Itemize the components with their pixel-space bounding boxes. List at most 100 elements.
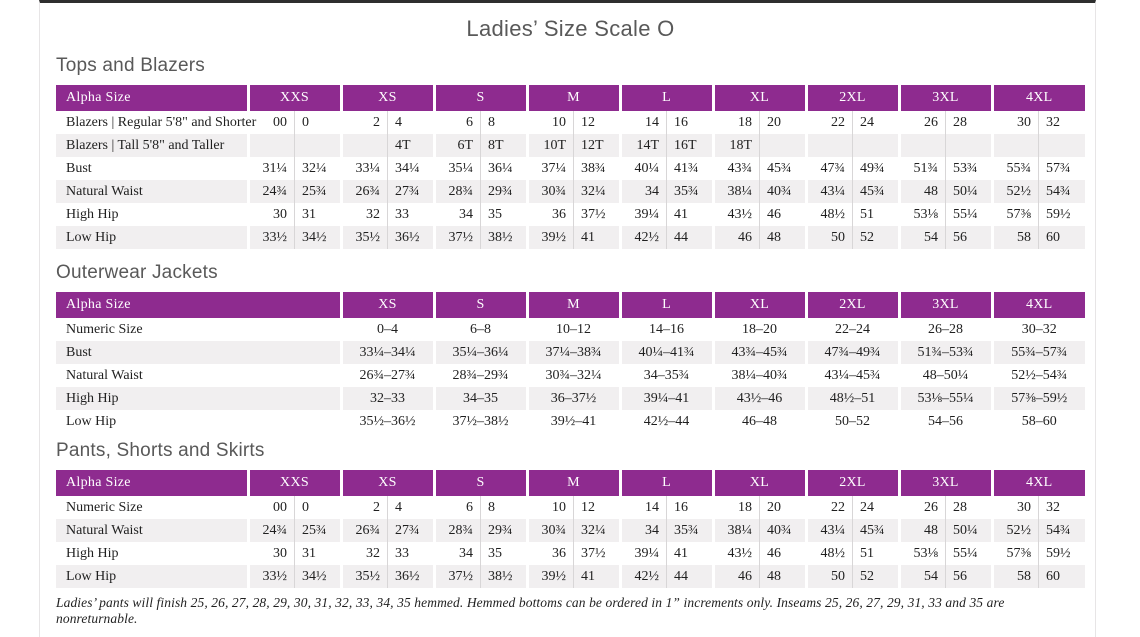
table-cell: 25¾ (294, 519, 341, 542)
row-label: Natural Waist (56, 180, 248, 203)
table-cell: 50¼ (945, 519, 992, 542)
header-size-xl: XL (711, 470, 806, 496)
section-outerwear-jackets: Outerwear Jackets Alpha Size XS S M L XL 2XL 3X… (56, 262, 1085, 433)
table-cell: 50¼ (945, 180, 992, 203)
table-cell: 52½ (990, 519, 1039, 542)
table-cell: 48–50¼ (897, 364, 992, 387)
table-cell: 55¼ (945, 203, 992, 226)
page-title: Ladies’ Size Scale O (466, 16, 675, 41)
table-cell (759, 134, 806, 157)
table-cell: 34½ (294, 226, 341, 249)
table-cell: 34½ (294, 565, 341, 588)
table-host: Alpha Size XXS XS S M L XL 2XL 3XL 4XL Blazers | R… (56, 85, 1085, 249)
table-cell: 35¼ (432, 157, 481, 180)
table-cell: 58 (990, 226, 1039, 249)
table-cell: 37½ (432, 226, 481, 249)
table-cell (897, 134, 946, 157)
table-host: Alpha Size XXS XS S M L XL 2XL 3XL 4XL Numeric Siz… (56, 470, 1085, 588)
table-cell: 24 (852, 496, 899, 519)
table-cell: 36¼ (480, 157, 527, 180)
table-cell: 30¾ (525, 519, 574, 542)
table-cell: 8T (480, 134, 527, 157)
table-cell: 51 (852, 203, 899, 226)
table-cell: 57⅜–59½ (990, 387, 1085, 410)
table-cell: 38½ (480, 226, 527, 249)
table-cell: 37½ (432, 565, 481, 588)
table-cell: 54¾ (1038, 519, 1085, 542)
table-row: Natural Waist 24¾ 25¾ 26¾ 27¾ 28¾ 29¾ 30¾ 32¼ 34 3… (56, 180, 1085, 203)
table-cell: 44 (666, 565, 713, 588)
table-cell: 36 (525, 542, 574, 565)
table-cell: 46–48 (711, 410, 806, 433)
table-cell: 46 (759, 542, 806, 565)
table-cell: 20 (759, 111, 806, 134)
table-cell: 16 (666, 111, 713, 134)
table-cell: 4 (387, 496, 434, 519)
header-size-2xl: 2XL (804, 470, 899, 496)
table-cell: 28¾ (432, 180, 481, 203)
table-cell: 41 (573, 226, 620, 249)
table-cell: 29¾ (480, 180, 527, 203)
table-cell: 2 (339, 111, 388, 134)
table-row: High Hip 32–33 34–35 36–37½ 39¼–41 43½–46 48½–… (56, 387, 1085, 410)
header-size-4xl: 4XL (990, 292, 1085, 318)
tops-and-blazers-table: Alpha Size XXS XS S M L XL 2XL 3XL 4XL Blazers | R… (56, 85, 1085, 249)
table-cell: 48½ (804, 203, 853, 226)
row-label: Low Hip (56, 565, 248, 588)
table-cell: 30 (246, 203, 295, 226)
table-row: High Hip 30 31 32 33 34 35 36 37½ 39¼ 41 43½ 46 48½ 51… (56, 542, 1085, 565)
table-cell: 58–60 (990, 410, 1085, 433)
table-cell: 34 (432, 203, 481, 226)
table-cell: 2 (339, 496, 388, 519)
table-cell: 35¾ (666, 180, 713, 203)
header-row: Alpha Size XXS XS S M L XL 2XL 3XL 4XL (56, 85, 1085, 111)
table-cell: 28¾ (432, 519, 481, 542)
header-size-s: S (432, 292, 527, 318)
table-cell: 6 (432, 111, 481, 134)
table-cell: 32 (1038, 111, 1085, 134)
header-size-m: M (525, 85, 620, 111)
header-size-2xl: 2XL (804, 85, 899, 111)
table-row: Bust 31¼ 32¼ 33¼ 34¼ 35¼ 36¼ 37¼ 38¾ 40¼ 41¾ 43¾ 45¾… (56, 157, 1085, 180)
table-cell: 53⅛–55¼ (897, 387, 992, 410)
table-cell: 22 (804, 111, 853, 134)
table-cell: 43½ (711, 542, 760, 565)
header-size-s: S (432, 470, 527, 496)
table-cell: 39¼ (618, 542, 667, 565)
table-cell: 50 (804, 565, 853, 588)
table-cell: 36 (525, 203, 574, 226)
table-cell: 6T (432, 134, 481, 157)
table-cell: 38¼ (711, 519, 760, 542)
table-cell: 40¾ (759, 180, 806, 203)
table-cell: 40¼–41¾ (618, 341, 713, 364)
table-cell: 14 (618, 111, 667, 134)
table-cell: 37½ (573, 203, 620, 226)
header-size-4xl: 4XL (990, 470, 1085, 496)
row-label: Blazers | Tall 5'8" and Taller (56, 134, 248, 157)
table-cell: 39¼ (618, 203, 667, 226)
table-cell: 35½ (339, 565, 388, 588)
table-cell: 4 (387, 111, 434, 134)
table-cell: 43¼ (804, 519, 853, 542)
table-cell: 48½ (804, 542, 853, 565)
table-cell: 33 (387, 203, 434, 226)
table-cell (246, 134, 295, 157)
table-cell: 35¾ (666, 519, 713, 542)
table-cell: 24 (852, 111, 899, 134)
table-cell: 46 (711, 226, 760, 249)
table-cell: 26¾–27¾ (339, 364, 434, 387)
table-cell: 43½ (711, 203, 760, 226)
table-cell: 30 (990, 496, 1039, 519)
table-cell: 14 (618, 496, 667, 519)
table-cell: 59½ (1038, 542, 1085, 565)
table-cell: 34¼ (387, 157, 434, 180)
table-cell: 39¼–41 (618, 387, 713, 410)
table-cell: 51 (852, 542, 899, 565)
table-cell: 38½ (480, 565, 527, 588)
table-cell: 36½ (387, 565, 434, 588)
header-size-l: L (618, 292, 713, 318)
table-cell: 35 (480, 203, 527, 226)
table-cell: 35 (480, 542, 527, 565)
table-cell: 55¾ (990, 157, 1039, 180)
